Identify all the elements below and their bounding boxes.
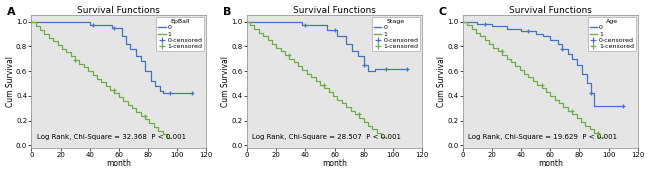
Point [164, 92, 175, 95]
Text: A: A [7, 7, 16, 17]
Text: Log Rank, Chi-Square = 32.368  P < 0.001: Log Rank, Chi-Square = 32.368 P < 0.001 [36, 134, 186, 140]
Point [187, 92, 197, 95]
Text: Log Rank, Chi-Square = 28.507  P < 0.001: Log Rank, Chi-Square = 28.507 P < 0.001 [252, 134, 401, 140]
Point [87, 24, 98, 27]
Text: Log Rank, Chi-Square = 19.629  P < 0.001: Log Rank, Chi-Square = 19.629 P < 0.001 [468, 134, 618, 140]
Point [402, 67, 413, 70]
Point [319, 83, 330, 86]
Point [354, 113, 365, 116]
X-axis label: month: month [538, 159, 563, 168]
Point [618, 104, 629, 107]
Point [523, 30, 534, 33]
Title: Survival Functions: Survival Functions [509, 6, 592, 15]
Point [359, 64, 369, 66]
Point [480, 23, 490, 25]
Point [593, 132, 604, 134]
Y-axis label: Cum Survival: Cum Survival [437, 56, 446, 107]
Y-axis label: Cum Survival: Cum Survival [6, 56, 14, 107]
Point [536, 83, 547, 86]
X-axis label: month: month [107, 159, 131, 168]
X-axis label: month: month [322, 159, 347, 168]
Point [586, 92, 596, 95]
Text: B: B [222, 7, 231, 17]
Legend: 0, 1, 0-censored, 1-censored: 0, 1, 0-censored, 1-censored [156, 17, 204, 51]
Point [380, 67, 391, 70]
Legend: 0, 1, 0-censored, 1-censored: 0, 1, 0-censored, 1-censored [372, 17, 420, 51]
Title: Survival Functions: Survival Functions [293, 6, 376, 15]
Point [497, 50, 508, 53]
Legend: 0, 1, 0-censored, 1-censored: 0, 1, 0-censored, 1-censored [588, 17, 636, 51]
Point [284, 54, 294, 56]
Point [140, 114, 150, 117]
Y-axis label: Cum Survival: Cum Survival [221, 56, 230, 107]
Point [330, 29, 340, 32]
Point [300, 24, 311, 27]
Point [567, 109, 577, 112]
Text: C: C [438, 7, 447, 17]
Point [109, 26, 120, 29]
Point [109, 88, 120, 91]
Title: Survival Functions: Survival Functions [77, 6, 161, 15]
Point [70, 58, 81, 61]
Point [557, 47, 567, 50]
